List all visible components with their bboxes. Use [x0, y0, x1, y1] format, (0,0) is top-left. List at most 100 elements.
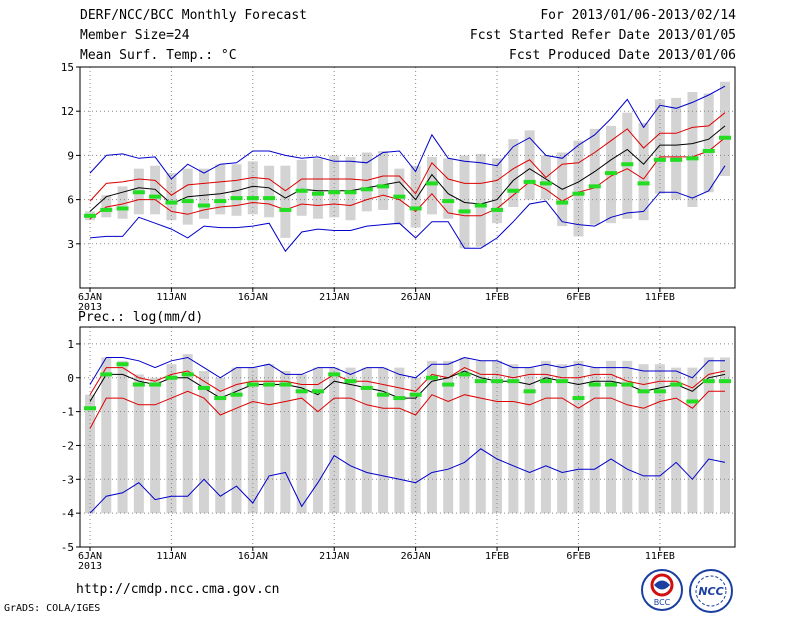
temp-box — [443, 158, 454, 219]
prec-obs-mark — [458, 372, 471, 377]
prec-ytick-label: -4 — [61, 507, 75, 520]
temp-box — [410, 165, 421, 228]
ncc-logo: NCC — [689, 569, 733, 613]
temp-ytick-label: 15 — [61, 61, 74, 74]
temp-xtick-label: 1FEB — [485, 292, 509, 303]
temp-obs-mark — [588, 184, 601, 189]
prec-series-lower — [89, 390, 725, 429]
temp-xtick-label: 6FEB — [566, 292, 590, 303]
temp-obs-mark — [328, 190, 341, 195]
temp-box — [378, 150, 389, 210]
prec-box — [247, 367, 258, 514]
temp-xtick-label: 26JAN — [401, 292, 431, 303]
prec-xtick-label: 26JAN — [401, 551, 431, 562]
temp-obs-mark — [116, 206, 129, 211]
temp-obs-mark — [295, 188, 308, 193]
prec-box — [166, 364, 177, 514]
prec-obs-mark — [181, 372, 194, 377]
prec-box — [606, 360, 617, 514]
temp-obs-mark — [246, 196, 259, 201]
prec-obs-mark — [425, 375, 438, 380]
prec-box — [361, 367, 372, 514]
prec-box — [182, 354, 193, 514]
prec-obs-mark — [491, 379, 504, 384]
temp-box — [117, 186, 128, 219]
prec-xtick-label: 11FEB — [645, 551, 675, 562]
temp-obs-mark — [279, 207, 292, 212]
temp-box — [720, 81, 730, 177]
prec-obs-mark — [344, 379, 357, 384]
temp-ytick-label: 9 — [67, 149, 74, 162]
prec-obs-mark — [328, 372, 341, 377]
prec-obs-mark — [360, 385, 373, 390]
prec-ytick-label: -2 — [61, 439, 74, 452]
ncc-logo-text: NCC — [698, 585, 723, 598]
temp-box — [638, 122, 649, 221]
temp-obs-mark — [523, 179, 536, 184]
prec-xtick-label: 6FEB — [566, 551, 590, 562]
prec-xtick-label: 1FEB — [485, 551, 509, 562]
prec-obs-mark — [588, 382, 601, 387]
prec-series-upper — [89, 367, 726, 395]
footer-credit: GrADS: COLA/IGES — [4, 603, 101, 614]
temp-obs-mark — [539, 181, 552, 186]
prec-ytick-label: 0 — [67, 372, 74, 385]
prec-obs-mark — [637, 389, 650, 394]
temp-box — [198, 168, 209, 219]
temp-obs-mark — [670, 157, 683, 162]
temp-obs-mark — [637, 181, 650, 186]
temp-box — [296, 159, 307, 216]
temp-series-max — [89, 85, 726, 180]
temp-xtick-label: 11JAN — [156, 292, 186, 303]
prec-obs-mark — [507, 379, 520, 384]
footer-url[interactable]: http://cmdp.ncc.cma.gov.cn — [76, 582, 280, 597]
temp-box — [345, 156, 356, 221]
temp-box — [312, 158, 323, 219]
temp-box — [508, 139, 519, 207]
precip-panel-title: Prec.: log(mm/d) — [78, 310, 204, 325]
prec-obs-mark — [539, 379, 552, 384]
temp-obs-mark — [165, 200, 178, 205]
prec-obs-mark — [311, 389, 324, 394]
prec-box — [264, 364, 275, 514]
temp-ytick-label: 3 — [67, 238, 74, 251]
bcc-logo-text: BCC — [654, 598, 671, 607]
temp-ytick-label: 12 — [61, 105, 74, 118]
prec-obs-mark — [393, 396, 406, 401]
temp-obs-mark — [344, 190, 357, 195]
prec-box — [133, 374, 144, 514]
prec-box — [394, 367, 405, 514]
temp-series-upper — [89, 112, 726, 202]
prec-obs-mark — [409, 392, 422, 397]
prec-box — [85, 394, 95, 514]
prec-obs-mark — [719, 379, 731, 384]
prec-box — [524, 367, 535, 514]
temp-box — [329, 155, 340, 218]
temp-obs-mark — [442, 199, 455, 204]
temp-obs-mark — [132, 190, 145, 195]
prec-obs-mark — [572, 396, 585, 401]
temp-box — [475, 153, 486, 247]
temp-series-mean — [89, 125, 726, 212]
prec-box — [117, 360, 128, 514]
temp-xtick-label: 6JAN — [78, 292, 102, 303]
prec-box — [231, 367, 242, 514]
temp-series-lower — [89, 137, 726, 220]
prec-box — [198, 371, 209, 514]
prec-box — [410, 377, 421, 514]
temp-obs-mark — [214, 199, 227, 204]
header-left: DERF/NCC/BCC Monthly Forecast Member Size… — [80, 6, 307, 66]
temp-box — [687, 92, 698, 207]
prec-ytick-label: 1 — [67, 338, 74, 351]
prec-box — [589, 367, 600, 514]
prec-xtick-label: 6JAN — [78, 551, 102, 562]
prec-series-min — [89, 448, 726, 514]
prec-box — [508, 364, 519, 514]
temp-obs-mark — [719, 135, 731, 140]
prec-box — [540, 360, 551, 514]
prec-obs-mark — [279, 382, 292, 387]
prec-frame — [79, 326, 736, 548]
temp-obs-mark — [686, 156, 699, 161]
temp-box — [426, 156, 437, 215]
prec-xtick-label: 11JAN — [156, 551, 186, 562]
